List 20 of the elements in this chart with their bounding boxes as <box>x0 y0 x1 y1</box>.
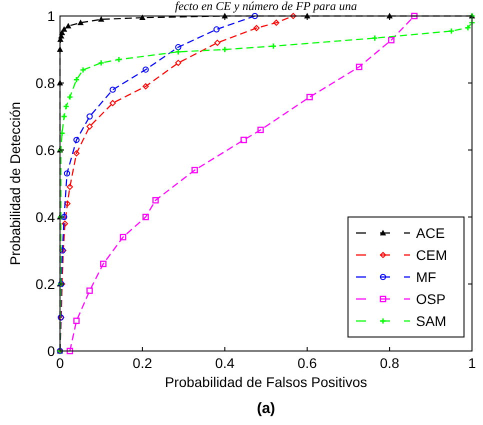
legend-label: OSP <box>416 291 446 307</box>
x-tick-label: 0.2 <box>132 355 152 371</box>
y-tick-label: 0.8 <box>36 75 56 91</box>
y-axis-title: Probabilidad de Detección <box>7 102 23 266</box>
legend-label: CEM <box>416 247 448 263</box>
y-tick-label: 1 <box>47 8 56 24</box>
y-tick-label: 0 <box>47 343 56 359</box>
y-tick-label: 0.4 <box>36 209 56 225</box>
legend-label: ACE <box>416 225 445 241</box>
text: (a) <box>256 400 276 417</box>
x-tick-label: 0.4 <box>215 355 235 371</box>
x-tick-label: 0.8 <box>380 355 400 371</box>
x-axis-title: Probabilidad de Falsos Positivos <box>164 374 368 390</box>
x-tick-label: 1 <box>468 355 476 371</box>
legend-label: MF <box>416 269 436 285</box>
legend-label: SAM <box>416 313 446 329</box>
x-tick-label: 0.6 <box>297 355 318 371</box>
y-tick-label: 0.6 <box>36 142 56 158</box>
y-tick-label: 0.2 <box>36 276 56 292</box>
chart-title: fecto en CE y número de FP para una <box>175 0 357 13</box>
